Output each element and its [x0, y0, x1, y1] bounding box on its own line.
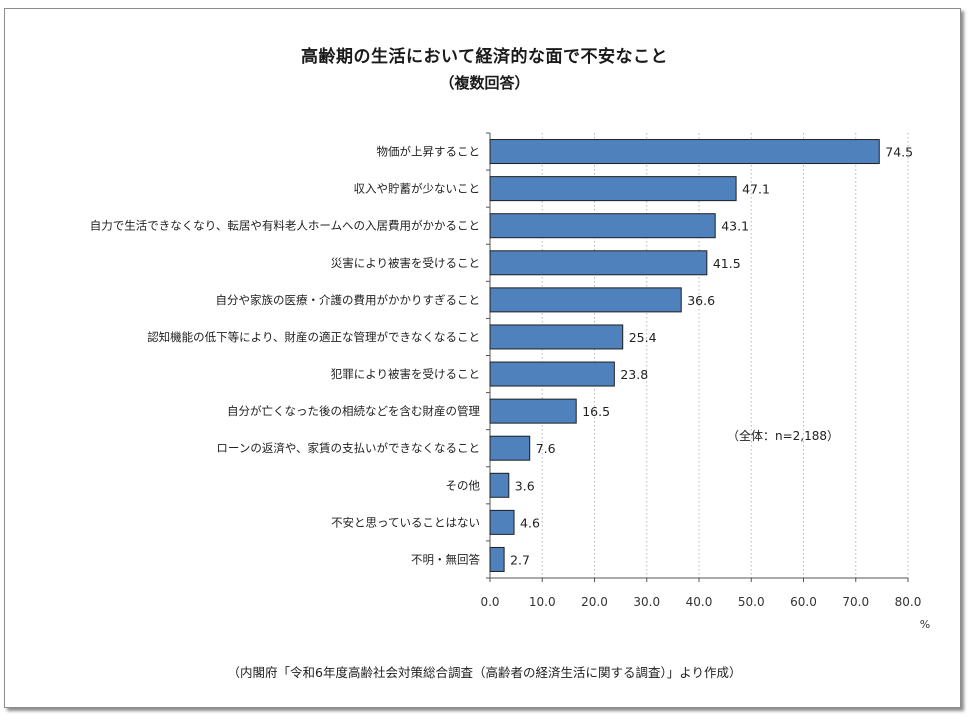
category-label: 不安と思っていることはない — [331, 515, 480, 529]
value-label: 16.5 — [582, 404, 610, 419]
chart-title: 高齢期の生活において経済的な面で不安なこと — [301, 47, 668, 67]
category-label: 自力で生活できなくなり、転居や有料老人ホームへの入居費用がかかること — [90, 219, 480, 233]
x-tick-label: 80.0 — [895, 595, 922, 609]
chart-frame — [4, 8, 961, 708]
bar — [489, 398, 577, 424]
bar — [489, 472, 510, 498]
x-tick-label: 10.0 — [529, 595, 556, 609]
category-label: 物価が上昇すること — [377, 145, 481, 159]
x-tick-label: 70.0 — [842, 595, 869, 609]
bar — [489, 546, 505, 572]
category-label: 不明・無回答 — [411, 552, 480, 566]
bar — [489, 509, 515, 535]
value-label: 43.1 — [721, 219, 749, 234]
value-label: 47.1 — [742, 182, 770, 197]
category-label: その他 — [446, 478, 481, 492]
bar — [489, 435, 531, 461]
bar — [489, 213, 716, 239]
category-label: 自分が亡くなった後の相続などを含む財産の管理 — [227, 404, 480, 418]
value-label: 41.5 — [713, 256, 741, 271]
chart-subtitle: （複数回答） — [439, 74, 530, 92]
x-tick-label: 60.0 — [790, 595, 817, 609]
category-label: 収入や貯蓄が少ないこと — [354, 182, 481, 196]
category-label: ローンの返済や、家賃の支払いができなくなること — [216, 441, 480, 455]
category-label: 自分や家族の医療・介護の費用がかかりすぎること — [216, 293, 481, 307]
category-label: 認知機能の低下等により、財産の適正な管理ができなくなること — [147, 330, 480, 344]
value-label: 4.6 — [520, 515, 540, 530]
sample-size-note: （全体：n=2,188） — [727, 429, 840, 443]
bar — [489, 250, 708, 276]
source-note: （内閣府「令和6年度高齢社会対策総合調査（高齢者の経済生活に関する調査）」より作… — [227, 665, 742, 680]
x-tick-label: 20.0 — [581, 595, 608, 609]
category-label: 災害により被害を受けること — [331, 256, 480, 270]
value-label: 23.8 — [620, 367, 648, 382]
x-tick-label: 0.0 — [480, 595, 499, 609]
category-label: 犯罪により被害を受けること — [331, 367, 480, 381]
bar — [489, 139, 880, 165]
bar — [489, 176, 737, 202]
bar — [489, 287, 682, 313]
x-tick-label: 40.0 — [686, 595, 713, 609]
bar — [489, 361, 615, 387]
value-label: 36.6 — [687, 293, 715, 308]
value-label: 2.7 — [510, 552, 530, 567]
x-tick-label: 30.0 — [633, 595, 660, 609]
value-label: 7.6 — [536, 441, 556, 456]
value-label: 74.5 — [885, 145, 913, 160]
bar — [489, 324, 624, 350]
x-unit-label: % — [920, 618, 930, 631]
x-tick-label: 50.0 — [738, 595, 765, 609]
value-label: 3.6 — [515, 478, 535, 493]
value-label: 25.4 — [629, 330, 657, 345]
